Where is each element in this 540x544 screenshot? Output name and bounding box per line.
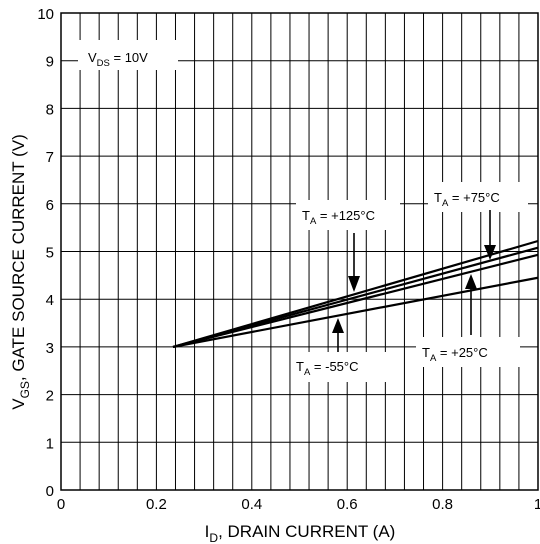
x-axis-title-main: I: [205, 522, 210, 541]
t25-label-sub: A: [430, 353, 437, 364]
x-tick-label: 0.6: [337, 496, 358, 513]
y-tick-label: 4: [46, 292, 54, 309]
arrow-t75: [484, 210, 496, 260]
y-tick-label: 10: [37, 6, 54, 23]
y-axis-title-main: V: [9, 398, 28, 410]
series-line: [172, 276, 539, 348]
y-tick-label: 5: [46, 245, 54, 262]
y-tick-labels: 0 1 2 3 4 5 6 7 8 9 10: [37, 6, 54, 500]
y-tick-label: 9: [46, 54, 54, 71]
vds-label: VDS = 10V: [88, 50, 148, 69]
t125-label-rest: = +125°C: [316, 208, 375, 223]
x-axis-title-sub: D: [209, 531, 218, 544]
vds-label-main: V: [88, 50, 97, 65]
x-axis-title-rest: , DRAIN CURRENT (A): [218, 522, 395, 541]
y-tick-label: 6: [46, 197, 54, 214]
x-tick-label: 0.2: [146, 496, 167, 513]
x-tick-label: 0: [57, 496, 65, 513]
x-tick-label: 0.4: [241, 496, 262, 513]
vds-label-bg: [78, 40, 178, 70]
t125-label-sub: A: [310, 216, 317, 227]
tm55-label: TA = -55°C: [296, 359, 359, 378]
arrow-tm55: [332, 318, 344, 352]
y-tick-label: 2: [46, 388, 54, 405]
series-line: [172, 253, 539, 348]
tm55-label-main: T: [296, 359, 304, 374]
t25-label-main: T: [422, 345, 430, 360]
x-tick-label: 0.8: [432, 496, 453, 513]
y-axis-title-sub: GS: [18, 381, 32, 398]
tm55-label-bg: [291, 352, 395, 382]
y-tick-label: 3: [46, 340, 54, 357]
t25-label-rest: = +25°C: [436, 345, 487, 360]
t125-label-bg: [296, 200, 400, 230]
y-axis-title-rest: , GATE SOURCE CURRENT (V): [9, 134, 28, 381]
x-tick-labels: 0 0.2 0.4 0.6 0.8 1: [57, 496, 540, 513]
y-tick-label: 7: [46, 149, 54, 166]
arrow-t125: [348, 233, 360, 292]
t75-label-bg: [428, 182, 528, 212]
series-line: [172, 246, 539, 348]
t125-label: TA = +125°C: [302, 208, 375, 227]
y-axis-title: VGS, GATE SOURCE CURRENT (V): [9, 134, 32, 410]
tm55-label-rest: = -55°C: [310, 359, 358, 374]
y-tick-label: 8: [46, 101, 54, 118]
t125-label-main: T: [302, 208, 310, 223]
arrow-t25: [465, 274, 477, 335]
t75-label-main: T: [434, 190, 442, 205]
plot-frame: [60, 12, 539, 491]
y-tick-label: 0: [46, 483, 54, 500]
horizontal-gridlines: [61, 60, 538, 443]
t75-label-sub: A: [442, 198, 449, 209]
x-axis-title: ID, DRAIN CURRENT (A): [205, 522, 396, 544]
vds-label-rest: = 10V: [110, 50, 148, 65]
t25-label-bg: [416, 337, 520, 367]
tm55-label-sub: A: [304, 367, 311, 378]
t25-label: TA = +25°C: [422, 345, 488, 364]
vds-label-sub: DS: [97, 58, 110, 69]
t75-label: TA = +75°C: [434, 190, 500, 209]
y-tick-label: 1: [46, 435, 54, 452]
x-tick-label: 1: [534, 496, 540, 513]
t75-label-rest: = +75°C: [448, 190, 499, 205]
series-layer: [172, 239, 539, 348]
